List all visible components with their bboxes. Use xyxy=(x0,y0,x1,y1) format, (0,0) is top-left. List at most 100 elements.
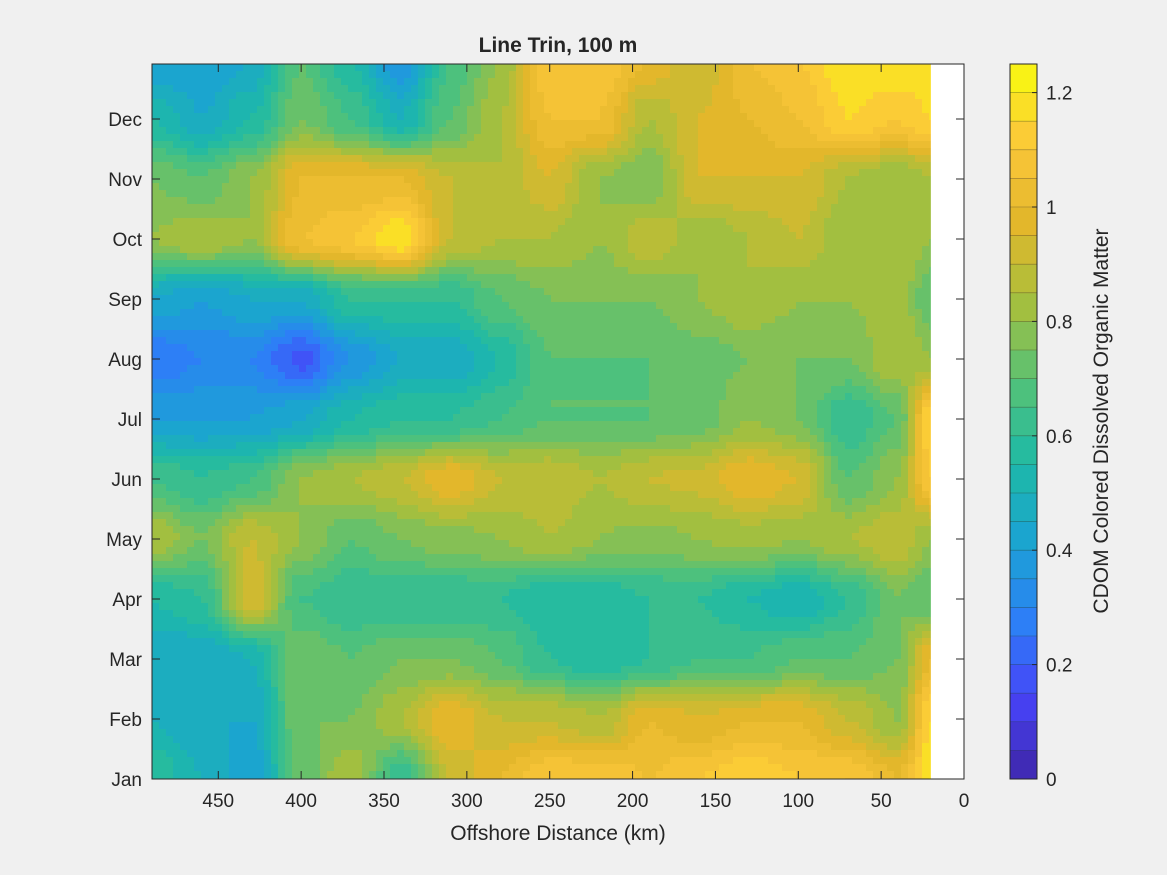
contour-cell xyxy=(824,316,832,324)
contour-cell xyxy=(712,127,720,135)
contour-cell xyxy=(572,274,580,282)
contour-cell xyxy=(908,106,916,114)
contour-cell xyxy=(285,246,293,254)
contour-cell xyxy=(264,218,272,226)
contour-cell xyxy=(327,64,335,72)
contour-cell xyxy=(803,64,811,72)
contour-cell xyxy=(432,190,440,198)
contour-cell xyxy=(495,295,503,303)
contour-cell xyxy=(299,288,307,296)
contour-cell xyxy=(712,169,720,177)
contour-cell xyxy=(453,134,461,142)
contour-cell xyxy=(439,232,447,240)
contour-cell xyxy=(271,155,279,163)
contour-cell xyxy=(824,183,832,191)
contour-cell xyxy=(229,211,237,219)
contour-cell xyxy=(915,85,923,93)
contour-cell xyxy=(481,253,489,261)
contour-cell xyxy=(194,274,202,282)
contour-cell xyxy=(264,120,272,128)
contour-cell xyxy=(292,260,300,268)
contour-cell xyxy=(922,155,930,163)
contour-cell xyxy=(327,183,335,191)
contour-cell xyxy=(642,365,650,373)
contour-cell xyxy=(467,169,475,177)
contour-cell xyxy=(397,344,405,352)
contour-cell xyxy=(537,337,545,345)
contour-cell xyxy=(488,358,496,366)
contour-cell xyxy=(201,288,209,296)
contour-cell xyxy=(628,190,636,198)
contour-cell xyxy=(523,337,531,345)
contour-cell xyxy=(320,274,328,282)
contour-cell xyxy=(600,211,608,219)
contour-cell xyxy=(306,183,314,191)
contour-cell xyxy=(229,85,237,93)
contour-cell xyxy=(355,344,363,352)
contour-cell xyxy=(908,99,916,107)
contour-cell xyxy=(642,190,650,198)
contour-cell xyxy=(432,330,440,338)
contour-cell xyxy=(362,302,370,310)
contour-cell xyxy=(817,183,825,191)
contour-cell xyxy=(908,253,916,261)
contour-cell xyxy=(355,253,363,261)
contour-cell xyxy=(677,92,685,100)
contour-cell xyxy=(516,281,524,289)
contour-cell xyxy=(355,134,363,142)
contour-cell xyxy=(663,288,671,296)
contour-cell xyxy=(810,337,818,345)
contour-cell xyxy=(614,204,622,212)
contour-cell xyxy=(663,358,671,366)
contour-cell xyxy=(418,288,426,296)
contour-cell xyxy=(810,71,818,79)
contour-cell xyxy=(558,351,566,359)
contour-cell xyxy=(467,99,475,107)
contour-cell xyxy=(509,190,517,198)
contour-cell xyxy=(593,330,601,338)
contour-cell xyxy=(733,365,741,373)
contour-cell xyxy=(439,71,447,79)
contour-cell xyxy=(222,295,230,303)
contour-cell xyxy=(614,344,622,352)
contour-cell xyxy=(166,155,174,163)
contour-cell xyxy=(278,92,286,100)
contour-cell xyxy=(187,267,195,275)
contour-cell xyxy=(628,211,636,219)
contour-cell xyxy=(278,134,286,142)
contour-cell xyxy=(635,274,643,282)
contour-cell xyxy=(278,295,286,303)
contour-cell xyxy=(404,71,412,79)
contour-cell xyxy=(859,218,867,226)
contour-cell xyxy=(726,71,734,79)
contour-cell xyxy=(593,281,601,289)
contour-cell xyxy=(558,302,566,310)
contour-cell xyxy=(677,323,685,331)
contour-cell xyxy=(656,302,664,310)
contour-cell xyxy=(397,302,405,310)
contour-cell xyxy=(817,260,825,268)
contour-cell xyxy=(271,295,279,303)
contour-cell xyxy=(299,197,307,205)
contour-cell xyxy=(460,323,468,331)
contour-cell xyxy=(257,71,265,79)
contour-cell xyxy=(488,197,496,205)
contour-cell xyxy=(733,127,741,135)
contour-cell xyxy=(236,295,244,303)
contour-cell xyxy=(747,330,755,338)
contour-cell xyxy=(663,232,671,240)
contour-cell xyxy=(761,204,769,212)
contour-cell xyxy=(383,281,391,289)
contour-cell xyxy=(712,267,720,275)
contour-cell xyxy=(572,267,580,275)
contour-cell xyxy=(243,330,251,338)
contour-cell xyxy=(306,358,314,366)
contour-cell xyxy=(320,246,328,254)
contour-cell xyxy=(789,302,797,310)
contour-cell xyxy=(761,211,769,219)
contour-cell xyxy=(838,92,846,100)
contour-cell xyxy=(754,113,762,121)
contour-cell xyxy=(922,295,930,303)
contour-cell xyxy=(271,260,279,268)
contour-cell xyxy=(474,92,482,100)
